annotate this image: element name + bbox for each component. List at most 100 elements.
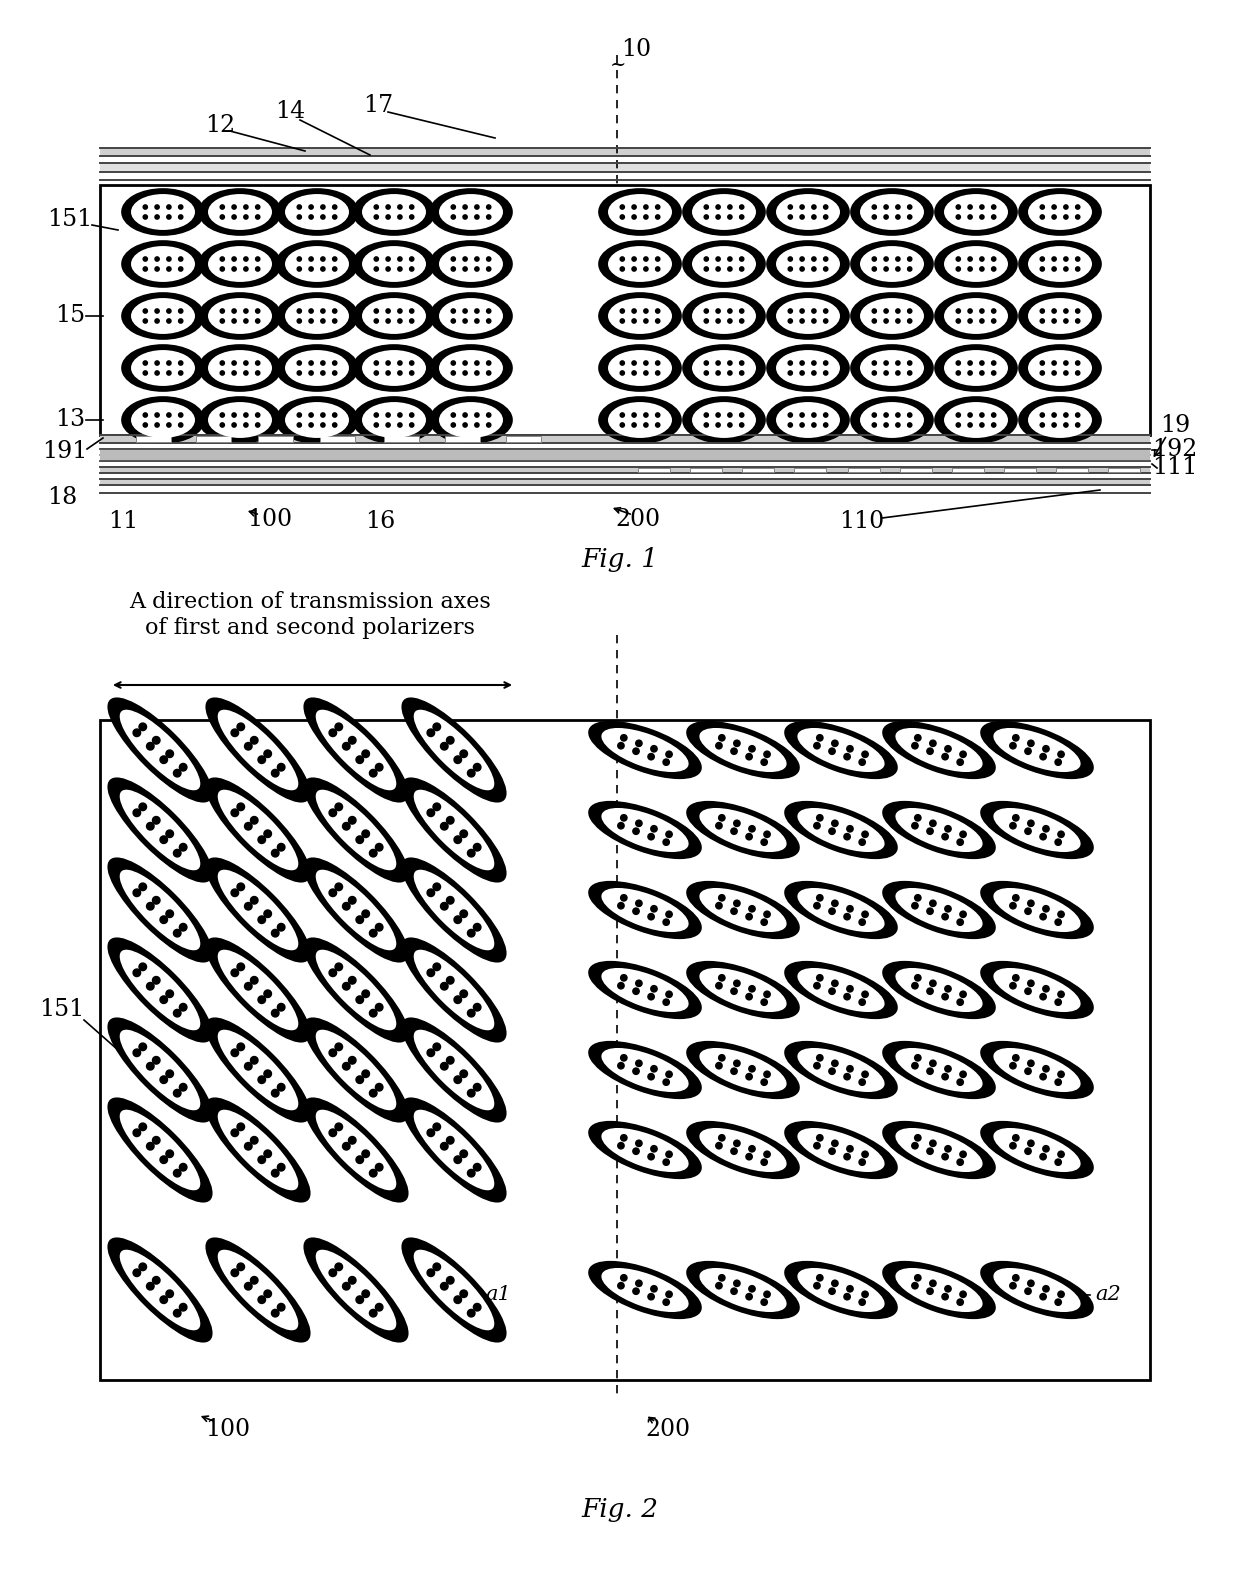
- Circle shape: [180, 843, 187, 851]
- Ellipse shape: [131, 297, 195, 334]
- Circle shape: [734, 981, 740, 987]
- Text: 111: 111: [1152, 457, 1198, 479]
- Circle shape: [475, 215, 479, 220]
- Circle shape: [232, 215, 237, 220]
- Circle shape: [1075, 256, 1080, 261]
- Circle shape: [244, 1142, 252, 1150]
- Ellipse shape: [768, 240, 849, 286]
- Circle shape: [895, 320, 900, 323]
- Circle shape: [486, 361, 491, 365]
- Circle shape: [467, 769, 475, 777]
- Circle shape: [1064, 320, 1068, 323]
- Circle shape: [926, 908, 934, 914]
- Circle shape: [761, 838, 768, 845]
- Circle shape: [440, 1283, 448, 1289]
- Ellipse shape: [699, 1047, 786, 1092]
- Circle shape: [440, 982, 448, 990]
- Ellipse shape: [108, 1019, 212, 1122]
- Circle shape: [764, 831, 770, 837]
- Circle shape: [930, 1280, 936, 1286]
- Circle shape: [451, 256, 455, 261]
- Circle shape: [370, 929, 377, 937]
- Circle shape: [968, 320, 972, 323]
- Circle shape: [264, 1150, 272, 1158]
- Circle shape: [335, 1043, 342, 1050]
- Circle shape: [180, 764, 187, 770]
- Circle shape: [451, 370, 455, 375]
- Circle shape: [789, 267, 792, 271]
- Circle shape: [244, 902, 252, 910]
- Ellipse shape: [353, 188, 435, 236]
- Circle shape: [174, 1310, 181, 1316]
- Circle shape: [486, 308, 491, 313]
- Circle shape: [1064, 370, 1068, 375]
- Circle shape: [644, 308, 649, 313]
- Circle shape: [620, 370, 625, 375]
- Text: 12: 12: [205, 114, 236, 136]
- Circle shape: [620, 256, 625, 261]
- Circle shape: [764, 1071, 770, 1077]
- Circle shape: [166, 206, 171, 209]
- Circle shape: [155, 206, 159, 209]
- Ellipse shape: [797, 728, 884, 772]
- Circle shape: [872, 256, 877, 261]
- Circle shape: [960, 831, 966, 837]
- Circle shape: [386, 206, 391, 209]
- Circle shape: [844, 1074, 851, 1081]
- Text: a1: a1: [485, 1286, 511, 1305]
- Circle shape: [166, 422, 171, 427]
- Circle shape: [632, 908, 639, 914]
- Ellipse shape: [1028, 297, 1092, 334]
- Circle shape: [255, 215, 260, 220]
- Circle shape: [486, 256, 491, 261]
- Circle shape: [1028, 1141, 1034, 1147]
- Circle shape: [828, 989, 836, 995]
- Circle shape: [370, 1090, 377, 1096]
- Ellipse shape: [589, 802, 701, 857]
- Circle shape: [332, 422, 337, 427]
- Circle shape: [618, 1063, 624, 1069]
- Circle shape: [446, 897, 454, 903]
- Circle shape: [398, 320, 402, 323]
- Circle shape: [409, 320, 414, 323]
- Circle shape: [812, 413, 816, 418]
- Ellipse shape: [608, 350, 672, 386]
- Circle shape: [632, 1068, 639, 1074]
- Circle shape: [739, 206, 744, 209]
- Circle shape: [232, 267, 237, 271]
- Circle shape: [828, 1068, 836, 1074]
- Circle shape: [915, 975, 921, 981]
- Circle shape: [813, 823, 820, 829]
- Ellipse shape: [206, 1239, 310, 1342]
- Circle shape: [651, 745, 657, 751]
- Circle shape: [812, 422, 816, 427]
- Circle shape: [632, 215, 636, 220]
- Circle shape: [427, 1049, 434, 1057]
- Circle shape: [427, 970, 434, 976]
- Circle shape: [166, 1150, 174, 1158]
- Circle shape: [620, 422, 625, 427]
- Circle shape: [146, 1283, 154, 1289]
- Circle shape: [398, 422, 402, 427]
- Circle shape: [1040, 308, 1044, 313]
- Circle shape: [719, 734, 725, 740]
- Circle shape: [832, 1280, 838, 1286]
- Circle shape: [454, 1076, 461, 1084]
- Ellipse shape: [601, 1047, 688, 1092]
- Circle shape: [749, 1066, 755, 1073]
- Circle shape: [992, 413, 996, 418]
- Circle shape: [1028, 740, 1034, 747]
- Circle shape: [180, 1163, 187, 1171]
- Circle shape: [409, 215, 414, 220]
- Circle shape: [321, 361, 325, 365]
- Circle shape: [427, 1130, 434, 1136]
- Ellipse shape: [316, 1109, 397, 1190]
- Text: 110: 110: [839, 511, 884, 533]
- Ellipse shape: [206, 1019, 310, 1122]
- Circle shape: [884, 267, 888, 271]
- Circle shape: [298, 320, 301, 323]
- Circle shape: [264, 990, 272, 998]
- Ellipse shape: [687, 1122, 799, 1179]
- Circle shape: [166, 267, 171, 271]
- Circle shape: [335, 1123, 342, 1131]
